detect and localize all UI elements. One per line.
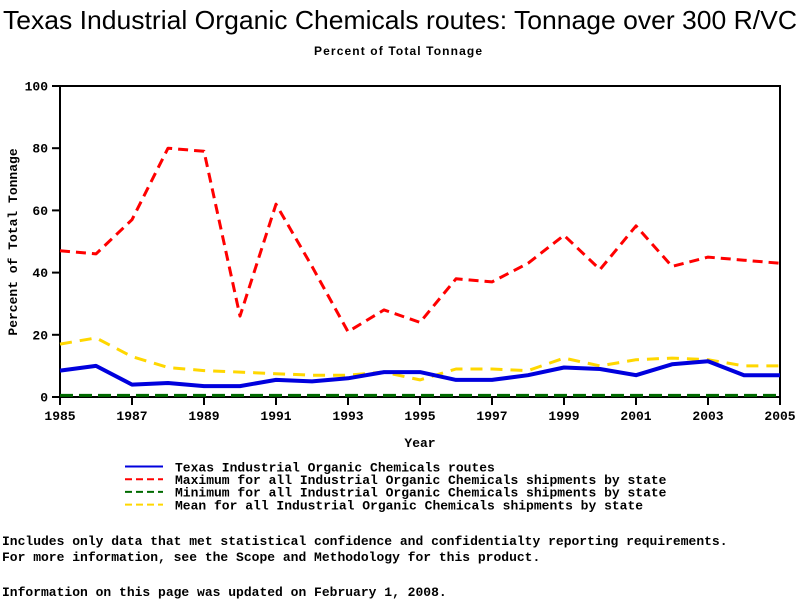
legend-label-maximum: Maximum for all Industrial Organic Chemi… (175, 473, 667, 488)
axes (59, 85, 781, 398)
legend: Texas Industrial Organic Chemicals route… (125, 460, 667, 513)
footnote-updated: Information on this page was updated on … (2, 585, 447, 600)
x-tick-label: 1995 (404, 409, 435, 424)
chart-subtitle: Percent of Total Tonnage (314, 44, 482, 58)
y-tick-label: 100 (25, 80, 49, 95)
series-line-texas-routes (59, 359, 780, 389)
x-tick-label: 1991 (260, 409, 291, 424)
x-tick-label: 2003 (692, 409, 723, 424)
plot-frame (59, 85, 781, 398)
legend-label-texas-routes: Texas Industrial Organic Chemicals route… (175, 460, 495, 475)
y-axis-title: Percent of Total Tonnage (6, 148, 21, 335)
series-lines (59, 146, 781, 397)
x-tick-label: 1993 (332, 409, 363, 424)
x-tick-label: 2001 (620, 409, 651, 424)
x-tick-label: 1989 (188, 409, 219, 424)
x-tick-label: 1987 (116, 409, 147, 424)
legend-label-minimum: Minimum for all Industrial Organic Chemi… (175, 486, 667, 501)
x-tick-label: 2005 (764, 409, 795, 424)
x-axis-ticks: 1985 1987 1989 1991 1993 1995 1997 1999 2001 2003… (44, 397, 796, 424)
x-tick-label: 1999 (548, 409, 579, 424)
page-title: Texas Industrial Organic Chemicals route… (3, 5, 797, 35)
y-tick-label: 60 (32, 204, 48, 219)
y-axis-ticks: 0 20 40 60 80 100 (25, 80, 60, 406)
y-tick-label: 20 (32, 328, 48, 343)
series-line-mean (59, 336, 780, 382)
legend-label-mean: Mean for all Industrial Organic Chemical… (175, 498, 643, 513)
x-tick-label: 1997 (476, 409, 507, 424)
y-tick-label: 0 (40, 391, 48, 406)
x-tick-label: 1985 (44, 409, 75, 424)
y-tick-label: 40 (32, 266, 48, 281)
footnote-line-1: Includes only data that met statistical … (2, 534, 728, 549)
footnote-line-2: For more information, see the Scope and … (2, 550, 540, 565)
series-line-maximum (59, 146, 781, 334)
x-axis-title: Year (404, 436, 435, 451)
y-tick-label: 80 (32, 142, 48, 157)
